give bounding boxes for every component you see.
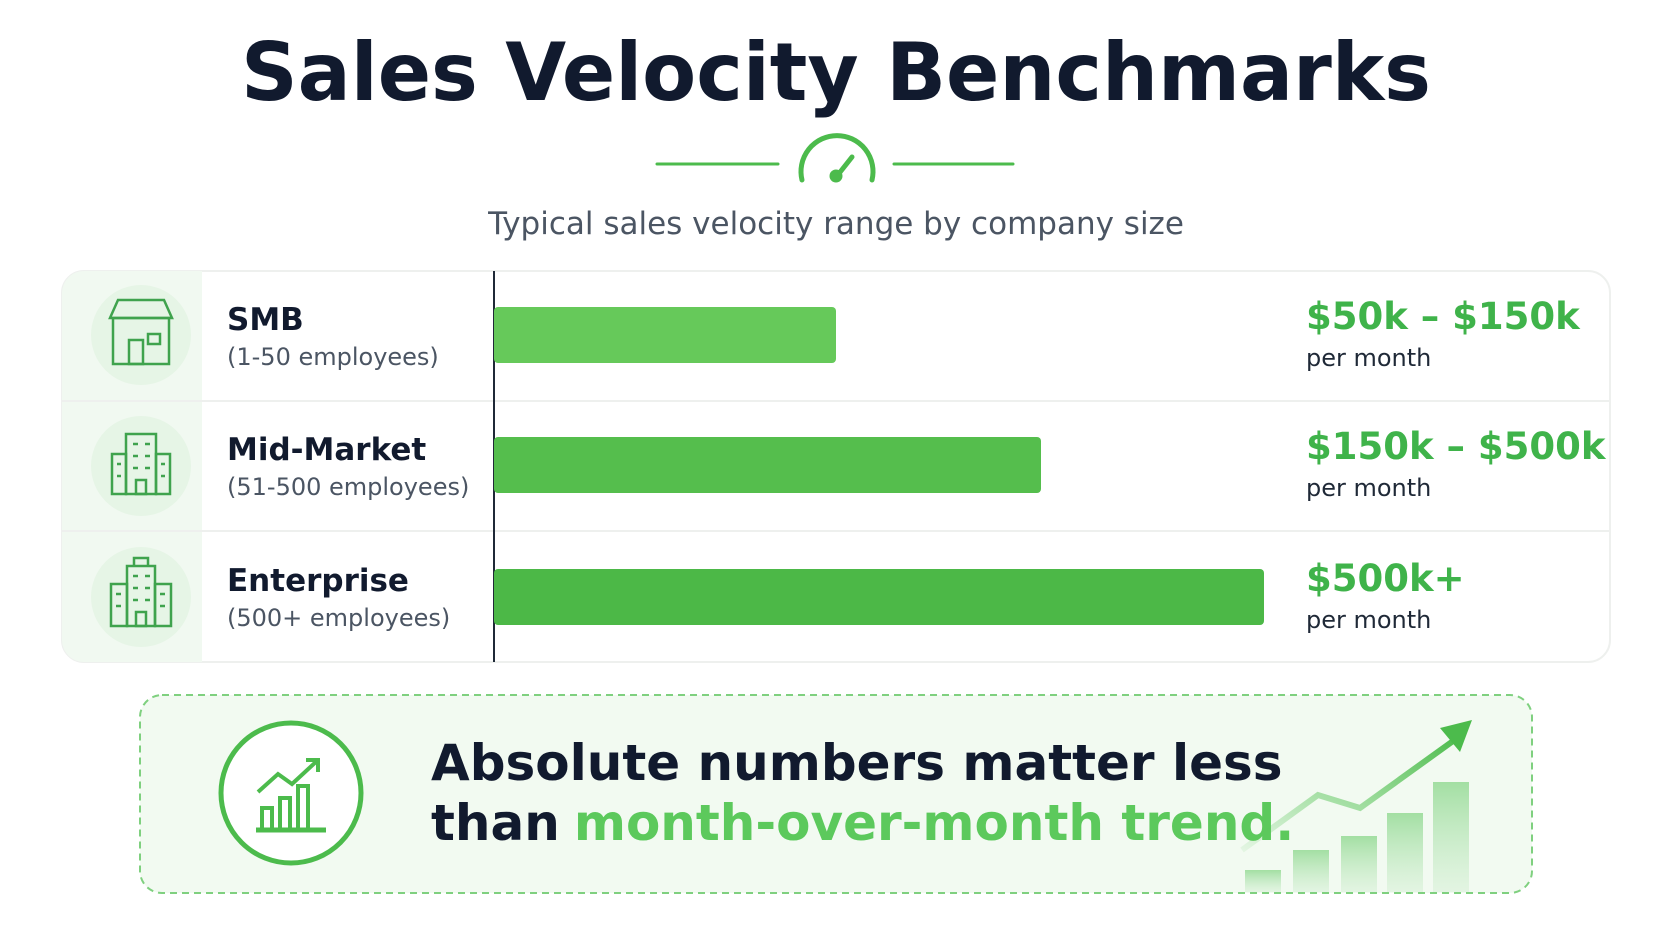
- callout-box: [139, 694, 1533, 894]
- row-detail: (51-500 employees): [227, 473, 469, 501]
- bar: [494, 437, 1041, 493]
- callout-text: Absolute numbers matter less than month-o…: [431, 734, 1300, 852]
- trend-decoration: [1240, 720, 1472, 892]
- row-range: $150k – $500k: [1306, 425, 1607, 468]
- divider-gauge: [655, 133, 1015, 183]
- row-unit: per month: [1306, 344, 1431, 372]
- row-detail: (500+ employees): [227, 604, 450, 632]
- row-icons: [91, 285, 191, 647]
- row-unit: per month: [1306, 474, 1431, 502]
- callout-highlight: month-over-month trend.: [574, 794, 1294, 852]
- callout-icon: [218, 720, 364, 866]
- row-range: $500k+: [1306, 557, 1465, 600]
- row-detail: (1-50 employees): [227, 343, 439, 371]
- row-name: SMB: [227, 302, 304, 338]
- bar: [494, 569, 1264, 625]
- row-name: Mid-Market: [227, 432, 426, 468]
- bar: [494, 307, 836, 363]
- callout-line2: than: [431, 794, 560, 852]
- title: Sales Velocity Benchmarks: [241, 26, 1431, 119]
- row-range: $50k – $150k: [1306, 295, 1581, 338]
- callout-line1: Absolute numbers matter less: [431, 734, 1283, 792]
- row-name: Enterprise: [227, 563, 409, 599]
- row-unit: per month: [1306, 606, 1431, 634]
- subtitle: Typical sales velocity range by company …: [487, 206, 1184, 242]
- rows: SMB (1-50 employees) $50k – $150k per mo…: [227, 295, 1607, 634]
